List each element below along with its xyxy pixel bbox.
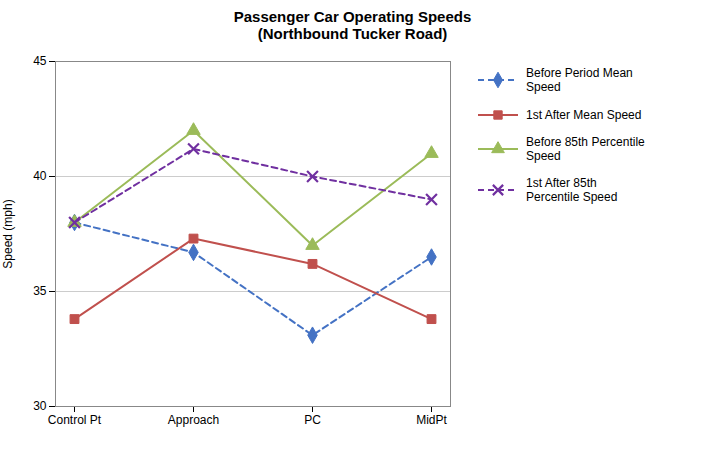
html-text:1st After Mean Speed: 1st After Mean Speed: [526, 107, 642, 122]
html-text:Before Period Mean Speed: Before Period Mean Speed: [526, 66, 633, 95]
svg-text:Control Pt: Control Pt: [48, 413, 102, 427]
svg-text:PC: PC: [304, 413, 321, 427]
svg-text:30: 30: [33, 399, 47, 413]
html-text:Passenger Car Operating Speeds: Passenger Car Operating Speeds: [233, 8, 472, 25]
svg-text:MidPt: MidPt: [416, 413, 447, 427]
svg-text:40: 40: [33, 169, 47, 183]
svg-text:Approach: Approach: [168, 413, 219, 427]
html-text:Before 85th Percentile Speed: Before 85th Percentile Speed: [526, 134, 645, 164]
svg-text:Speed (mph): Speed (mph): [1, 199, 15, 268]
html-text:(Northbound Tucker Road): (Northbound Tucker Road): [257, 25, 448, 42]
svg-text:35: 35: [33, 284, 47, 298]
html-text:1st After 85th Percentile Spee: 1st After 85th Percentile Speed: [526, 175, 618, 204]
svg-text:45: 45: [33, 54, 47, 68]
